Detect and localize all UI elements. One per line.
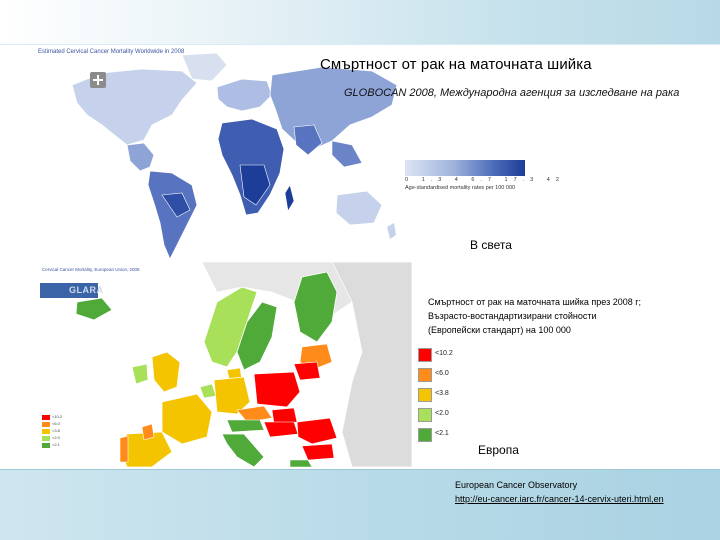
europe-description-line: Възрасто-востандартизирани стойности <box>428 311 597 321</box>
world-legend-gradient <box>405 160 525 176</box>
legend-swatch <box>418 348 432 362</box>
europe-legend-item: <6.0 <box>418 368 508 382</box>
observatory-name: European Cancer Observatory <box>455 480 578 490</box>
slide-title: Смъртност от рак на маточната шийка <box>320 56 592 73</box>
europe-label: Европа <box>478 443 519 457</box>
legend-label: <10.2 <box>435 350 453 357</box>
glara-logo-text: GLARA <box>69 285 104 295</box>
europe-map-caption: Cervical Cancer Mortality, European Unio… <box>42 267 140 272</box>
world-mortality-map <box>32 45 407 265</box>
bottom-decor-band <box>0 470 720 540</box>
legend-label: <2.1 <box>435 430 449 437</box>
world-legend-note: Age-standardised mortality rates per 100… <box>405 185 516 191</box>
world-legend-ticks: 0 1.3 4 6.7 17.3 42 <box>405 177 565 183</box>
mini-legend-label: <2.1 <box>52 442 60 447</box>
mini-legend-swatch <box>42 429 50 434</box>
top-decor-band <box>0 0 720 44</box>
europe-description: Смъртност от рак на маточната шийка през… <box>428 295 708 337</box>
world-label: В света <box>470 238 512 252</box>
mini-legend-item: <3.8 <box>42 428 72 435</box>
world-map-caption: Estimated Cervical Cancer Mortality Worl… <box>38 49 185 55</box>
europe-legend-item: <2.0 <box>418 408 508 422</box>
legend-swatch <box>418 428 432 442</box>
europe-legend-item: <3.8 <box>418 388 508 402</box>
legend-swatch <box>418 408 432 422</box>
mini-legend-swatch <box>42 422 50 427</box>
top-divider <box>0 44 720 45</box>
europe-description-line: (Европейски стандарт) на 100 000 <box>428 325 571 335</box>
mini-legend-swatch <box>42 436 50 441</box>
mini-legend-swatch <box>42 415 50 420</box>
observatory-link[interactable]: http://eu-cancer.iarc.fr/cancer-14-cervi… <box>455 494 664 504</box>
map-zoom-control[interactable] <box>90 72 106 88</box>
europe-mortality-map <box>32 262 412 467</box>
mini-legend-label: <10.2 <box>52 414 63 419</box>
glara-logo-bar <box>40 283 98 298</box>
mini-legend-label: <2.0 <box>52 435 60 440</box>
legend-swatch <box>418 388 432 402</box>
bottom-divider <box>0 469 720 470</box>
europe-description-line: Смъртност от рак на маточната шийка през… <box>428 297 642 307</box>
europe-legend-item: <2.1 <box>418 428 508 442</box>
mini-legend-label: <3.8 <box>52 428 60 433</box>
mini-legend-swatch <box>42 443 50 448</box>
mini-legend-item: <2.1 <box>42 442 72 449</box>
source-line: GLOBOCAN 2008, Международна агенция за и… <box>344 87 680 99</box>
legend-label: <3.8 <box>435 390 449 397</box>
mini-legend-label: <6.0 <box>52 421 60 426</box>
legend-swatch <box>418 368 432 382</box>
mini-legend-item: <2.0 <box>42 435 72 442</box>
mini-legend-item: <6.0 <box>42 421 72 428</box>
legend-label: <2.0 <box>435 410 449 417</box>
mini-legend-item: <10.2 <box>42 414 72 421</box>
legend-label: <6.0 <box>435 370 449 377</box>
europe-legend-item: <10.2 <box>418 348 508 362</box>
